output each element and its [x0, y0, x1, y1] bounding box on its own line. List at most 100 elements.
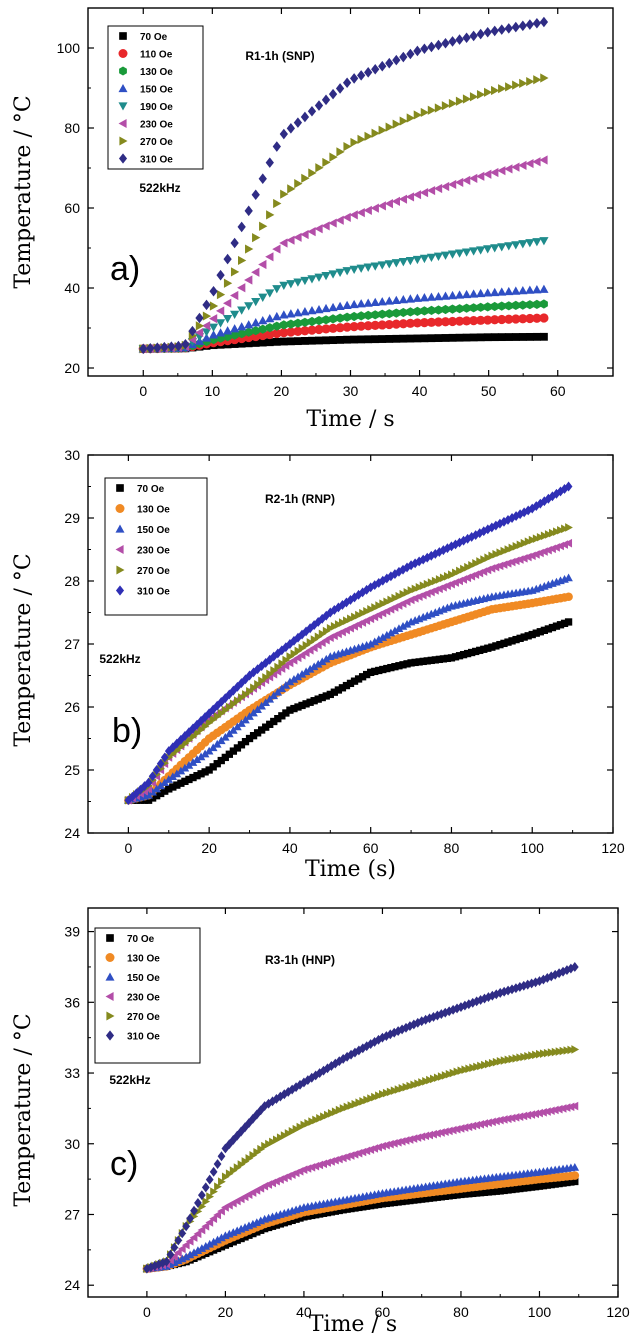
data-point	[540, 626, 549, 635]
data-point	[500, 986, 509, 997]
data-point	[504, 1186, 512, 1194]
data-point	[497, 301, 506, 311]
legend-item: 190 Oe	[118, 102, 173, 113]
data-point	[455, 96, 465, 106]
legend-marker	[119, 66, 127, 76]
data-point	[270, 666, 279, 675]
data-point	[225, 750, 234, 758]
data-point	[462, 32, 471, 44]
data-point	[173, 1248, 182, 1257]
y-tick-label: 24	[64, 1277, 80, 1293]
data-point	[185, 1237, 194, 1246]
series-230-oe	[142, 1101, 579, 1274]
data-point	[480, 555, 489, 564]
data-point	[405, 1135, 414, 1144]
data-point	[237, 1160, 246, 1169]
data-point	[230, 237, 239, 249]
series-70-oe	[139, 332, 548, 353]
data-point	[363, 298, 373, 307]
data-point	[433, 183, 443, 194]
data-point	[409, 1134, 418, 1143]
data-point	[484, 644, 492, 652]
data-point	[205, 766, 213, 774]
data-point	[418, 1195, 426, 1203]
data-point	[164, 775, 174, 783]
x-tick-label: 80	[444, 840, 460, 856]
data-point	[462, 289, 472, 299]
data-point	[223, 278, 233, 288]
data-point	[280, 1131, 289, 1140]
data-point	[251, 331, 261, 342]
data-point	[349, 299, 359, 309]
data-point	[394, 1085, 403, 1094]
data-point	[282, 642, 290, 653]
data-point	[504, 1055, 513, 1065]
series-310-oe	[124, 481, 573, 806]
data-point	[294, 646, 303, 656]
data-point	[197, 1190, 206, 1201]
data-point	[257, 1144, 266, 1154]
data-point	[237, 221, 246, 233]
data-point	[245, 1154, 254, 1163]
data-point	[441, 37, 450, 49]
data-point	[571, 1045, 580, 1054]
data-point	[286, 280, 296, 289]
data-point	[237, 283, 246, 293]
data-point	[448, 36, 457, 47]
frequency-annotation: 522kHz	[99, 652, 140, 666]
data-point	[511, 162, 520, 172]
data-point	[552, 622, 561, 630]
legend-marker	[115, 524, 125, 533]
data-point	[317, 657, 327, 666]
data-point	[251, 339, 260, 347]
data-point	[347, 1204, 355, 1213]
data-point	[420, 306, 429, 316]
data-point	[136, 784, 145, 795]
data-point	[382, 573, 391, 584]
data-point	[371, 310, 380, 320]
y-tick-label: 33	[64, 1065, 80, 1081]
data-point	[476, 333, 485, 342]
data-point	[312, 1211, 320, 1219]
data-point	[288, 1216, 296, 1225]
data-point	[518, 285, 528, 295]
data-point	[511, 1113, 520, 1122]
data-point	[371, 603, 380, 612]
data-point	[326, 690, 334, 699]
data-point	[490, 315, 500, 325]
data-point	[375, 666, 383, 675]
data-point	[453, 1191, 461, 1199]
legend-label: 270 Oe	[127, 1012, 160, 1023]
legend-item: 150 Oe	[118, 84, 173, 96]
data-point	[310, 697, 318, 705]
data-point	[427, 305, 436, 315]
data-point	[378, 1200, 387, 1208]
x-tick-label: 80	[453, 1304, 469, 1320]
data-point	[364, 335, 373, 344]
data-point	[300, 1120, 309, 1130]
data-point	[398, 622, 408, 630]
data-point	[504, 23, 513, 34]
data-point	[298, 701, 306, 710]
data-point	[258, 324, 267, 334]
data-point	[439, 573, 448, 583]
data-point	[420, 334, 429, 343]
data-point	[411, 584, 420, 594]
data-point	[300, 317, 309, 327]
data-point	[320, 1112, 328, 1121]
data-point	[213, 1235, 222, 1244]
data-point	[476, 995, 485, 1005]
data-point	[213, 712, 222, 721]
data-point	[374, 1200, 383, 1209]
data-point	[150, 1260, 159, 1271]
data-point	[472, 647, 480, 656]
y-axis-title: Temperature / °C	[11, 95, 36, 288]
data-point	[382, 1199, 391, 1208]
legend-item: 130 Oe	[105, 953, 160, 965]
data-point	[467, 531, 476, 542]
data-point	[536, 532, 545, 542]
data-point	[468, 1121, 477, 1131]
data-point	[497, 166, 506, 176]
data-point	[462, 303, 471, 313]
data-point	[435, 575, 444, 584]
